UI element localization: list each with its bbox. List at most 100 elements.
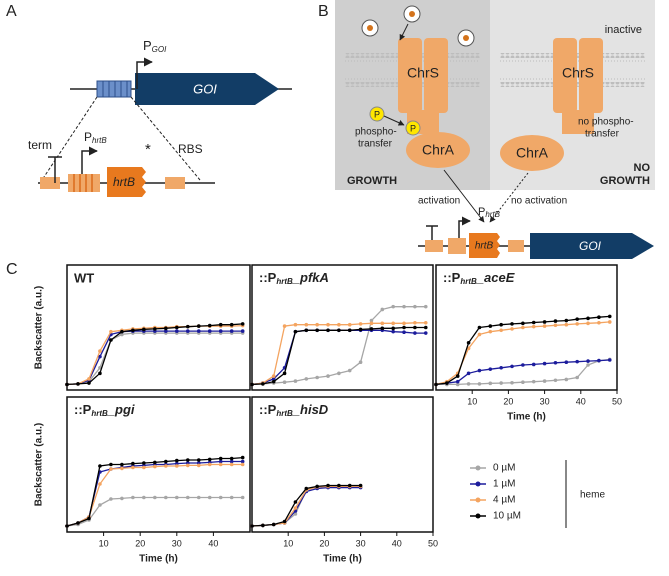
title-part: hrtB	[276, 277, 293, 286]
data-point	[271, 374, 276, 378]
data-point	[380, 307, 385, 312]
data-point	[142, 461, 146, 465]
data-point	[98, 503, 102, 507]
title-part: _pgi	[107, 402, 135, 417]
hrtb-box	[107, 167, 146, 197]
box	[508, 240, 524, 252]
legend-title: heme	[580, 490, 605, 501]
data-point	[423, 331, 428, 335]
data-point	[271, 379, 276, 384]
data-point	[510, 327, 514, 331]
data-point	[521, 380, 525, 385]
binding-arrow	[399, 23, 409, 41]
data-point	[229, 456, 234, 461]
data-point	[391, 329, 395, 334]
series-line	[251, 486, 361, 527]
data-point	[315, 484, 319, 489]
data-point	[87, 377, 91, 381]
panel-label: C	[6, 261, 18, 278]
data-point	[87, 381, 91, 385]
data-point	[575, 375, 579, 380]
growth-label: GROWTH	[347, 175, 397, 187]
p-sub: hrtB	[92, 136, 107, 145]
plot-frame	[435, 264, 618, 391]
data-point	[175, 329, 179, 333]
title-part: _hisD	[292, 402, 329, 417]
data-point	[326, 328, 330, 333]
legend-marker	[475, 513, 481, 519]
data-point	[65, 524, 69, 528]
data-point	[304, 486, 309, 491]
x-axis-label: Time (h)	[139, 554, 178, 565]
data-point	[271, 522, 276, 527]
x-tick-label: 20	[135, 538, 145, 548]
data-point	[218, 329, 223, 333]
inactive-label: inactive	[605, 24, 642, 36]
data-point	[109, 497, 113, 501]
phosphate	[369, 106, 385, 122]
data-point	[120, 496, 124, 501]
x-tick-label: 50	[612, 396, 622, 406]
box	[448, 238, 466, 254]
data-point	[98, 371, 102, 376]
data-point	[575, 359, 579, 364]
data-point	[586, 316, 590, 321]
legend-label: 0 µM	[493, 463, 515, 474]
x-tick-label: 30	[356, 538, 366, 548]
data-point	[391, 304, 395, 309]
data-point	[326, 483, 330, 488]
data-point	[477, 382, 482, 386]
data-point	[413, 320, 417, 325]
data-point	[240, 329, 245, 333]
data-point	[282, 371, 287, 376]
legend-marker	[475, 481, 481, 487]
goi-label: GOI	[579, 239, 602, 253]
chrs	[398, 38, 422, 113]
data-point	[315, 322, 319, 327]
panel-label: B	[318, 3, 329, 20]
data-point	[207, 495, 212, 500]
data-point	[164, 459, 168, 464]
data-point	[120, 332, 124, 337]
data-point	[597, 358, 601, 363]
data-point	[229, 459, 234, 464]
data-point	[218, 456, 223, 461]
data-point	[542, 361, 547, 366]
data-point	[196, 324, 201, 328]
stripes	[73, 174, 93, 192]
data-point	[229, 329, 234, 333]
data-point	[402, 321, 406, 326]
p-main: P	[478, 206, 485, 218]
hrtb-box	[469, 233, 500, 258]
data-point	[391, 326, 395, 331]
data-point	[564, 377, 569, 382]
legend-label: 1 µM	[493, 479, 515, 490]
no-phospho-label: transfer	[585, 129, 620, 140]
chart-title: ::PhrtB_pfkA	[259, 270, 329, 286]
data-point	[337, 328, 341, 333]
data-point	[229, 495, 234, 500]
data-point	[575, 317, 579, 321]
data-point	[510, 364, 514, 369]
box	[68, 174, 100, 192]
y-axis-label: Backscatter (a.u.)	[34, 423, 45, 506]
data-point	[142, 327, 146, 332]
p-hrtb-label: PhrtB	[478, 206, 501, 219]
data-point	[488, 324, 493, 328]
data-point	[542, 324, 547, 328]
chart-title: WT	[74, 270, 94, 285]
data-point	[607, 314, 612, 319]
data-point	[304, 328, 309, 333]
data-point	[466, 382, 471, 386]
title-part: ::P	[443, 270, 461, 285]
data-point	[120, 329, 124, 334]
title-part: ::P	[259, 402, 277, 417]
panel-label: A	[6, 3, 17, 20]
data-point	[164, 326, 168, 331]
data-point	[553, 378, 558, 383]
data-point	[293, 379, 298, 383]
data-point	[531, 320, 536, 325]
data-point	[293, 500, 298, 504]
hrtb-label: hrtB	[475, 241, 494, 252]
